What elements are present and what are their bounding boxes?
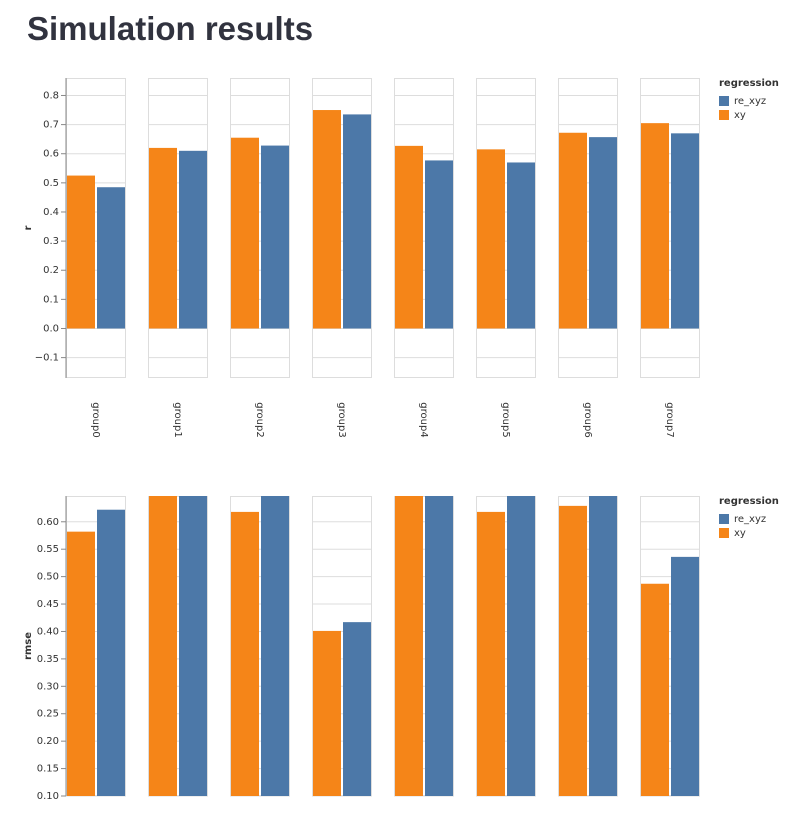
bar (149, 147, 177, 329)
y-tick-label: 0.1 (43, 294, 59, 305)
y-tick-label: 0.20 (37, 736, 59, 747)
facet-frame (394, 78, 454, 378)
facet-frame (558, 496, 618, 796)
y-tick-label: 0.15 (37, 764, 59, 775)
bar (67, 175, 95, 329)
bar (231, 137, 259, 329)
legend-swatch (719, 96, 729, 106)
facet-label: group7 (664, 402, 675, 437)
bar (477, 149, 505, 329)
legend-title: regression (719, 78, 779, 89)
facet-frame (476, 496, 536, 796)
bar (261, 496, 289, 796)
bar (671, 133, 699, 329)
y-tick-label: 0.50 (37, 572, 59, 583)
bar (507, 496, 535, 796)
y-axis-title: r (23, 225, 34, 230)
y-tick-label: 0.2 (43, 265, 59, 276)
y-tick-label: 0.7 (43, 120, 59, 131)
y-tick-label: −0.1 (35, 353, 59, 364)
y-tick-label: 0.60 (37, 517, 59, 528)
legend-label: xy (734, 110, 746, 121)
y-axis-title: rmse (23, 632, 34, 660)
y-tick-label: 0.4 (43, 207, 59, 218)
legend-swatch (719, 514, 729, 524)
facet-frame (148, 78, 208, 378)
facet-frame (394, 496, 454, 796)
legend-label: xy (734, 528, 746, 539)
bar (671, 556, 699, 796)
legend-label: re_xyz (734, 514, 766, 525)
y-tick-label: 0.35 (37, 654, 59, 665)
facet-label: group4 (418, 402, 429, 437)
facet-label: group1 (172, 402, 183, 437)
legend-label: re_xyz (734, 96, 766, 107)
facet-label: group6 (582, 402, 593, 437)
bar (641, 583, 669, 796)
bar (589, 496, 617, 796)
page-title: Simulation results (27, 10, 314, 47)
facet-frame (312, 78, 372, 378)
bar (507, 162, 535, 329)
bar (97, 187, 125, 329)
bar (641, 123, 669, 329)
legend-title: regression (719, 496, 779, 507)
facet-label: group5 (500, 402, 511, 437)
y-tick-label: 0.5 (43, 178, 59, 189)
bar (425, 496, 453, 796)
bar (343, 622, 371, 796)
bar (231, 511, 259, 796)
facet-label: group3 (336, 402, 347, 437)
y-tick-label: 0.8 (43, 90, 59, 101)
bar (477, 511, 505, 796)
facet-frame (640, 78, 700, 378)
bar (313, 630, 341, 796)
bar (179, 496, 207, 796)
bar (425, 160, 453, 329)
y-tick-label: 0.55 (37, 544, 59, 555)
legend-swatch (719, 110, 729, 120)
y-tick-label: 0.3 (43, 236, 59, 247)
y-tick-label: 0.40 (37, 626, 59, 637)
y-tick-label: 0.6 (43, 149, 59, 160)
y-tick-label: 0.45 (37, 599, 59, 610)
bar (67, 531, 95, 796)
facet-frame (230, 78, 290, 378)
facet-frame (640, 496, 700, 796)
facet-label: group0 (90, 402, 101, 437)
y-tick-label: 0.30 (37, 681, 59, 692)
y-tick-label: 0.10 (37, 791, 59, 802)
bar (179, 150, 207, 329)
facet-frame (148, 496, 208, 796)
facet-frame (558, 78, 618, 378)
bar (395, 496, 423, 796)
facet-frame (476, 78, 536, 378)
bar (395, 145, 423, 329)
y-tick-label: 0.25 (37, 709, 59, 720)
facet-frame (230, 496, 290, 796)
bar (589, 137, 617, 329)
bar (559, 505, 587, 796)
bar (313, 110, 341, 329)
bar (343, 114, 371, 329)
bar (97, 509, 125, 796)
facet-label: group2 (254, 402, 265, 437)
bar (261, 145, 289, 329)
y-tick-label: 0.0 (43, 323, 59, 334)
bar (559, 132, 587, 329)
facet-frame (312, 496, 372, 796)
bar (149, 496, 177, 796)
legend-swatch (719, 528, 729, 538)
